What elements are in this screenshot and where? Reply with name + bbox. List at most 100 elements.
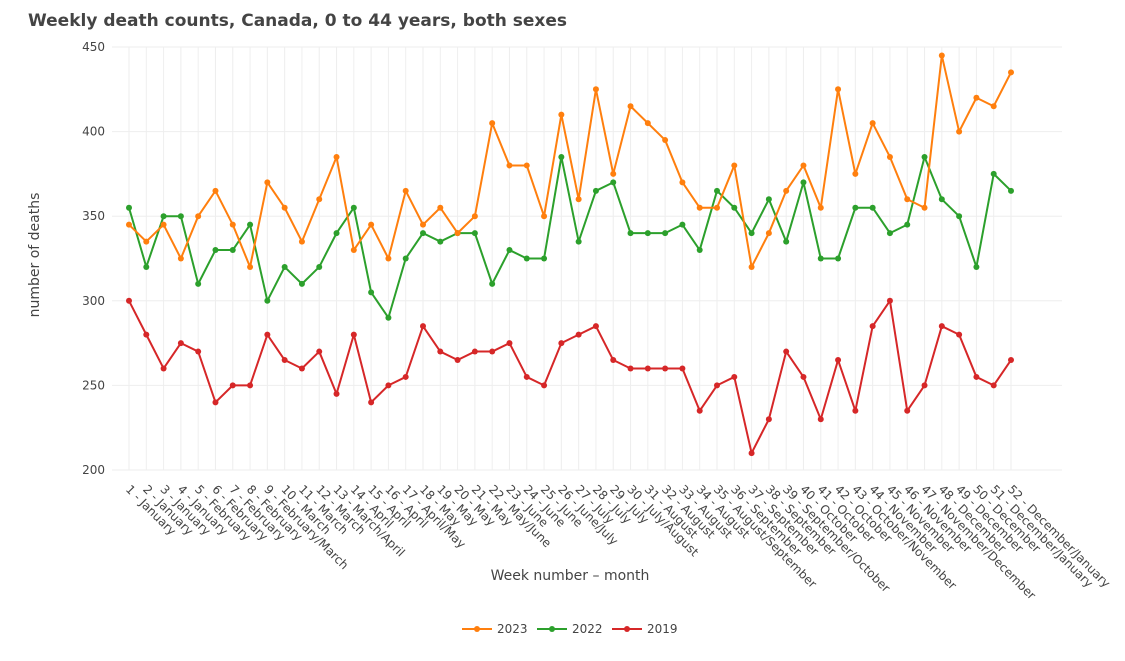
data-point [886, 297, 893, 304]
data-point [541, 255, 548, 262]
data-point [610, 170, 617, 177]
y-tick-label: 300 [82, 294, 105, 308]
data-point [489, 120, 496, 127]
legend-marker [474, 626, 480, 632]
data-point [264, 331, 271, 338]
data-point [264, 179, 271, 186]
data-point [160, 213, 167, 220]
data-point [368, 399, 375, 406]
data-point [886, 230, 893, 237]
data-point [333, 153, 340, 160]
data-point [714, 382, 720, 389]
data-point [835, 357, 842, 364]
data-point [973, 94, 980, 101]
data-point [869, 204, 876, 211]
data-point [506, 247, 513, 254]
legend-item-2022[interactable]: 2022 [537, 622, 603, 636]
data-point [575, 238, 582, 245]
data-point [437, 348, 444, 355]
series-2019 [126, 297, 1014, 457]
data-point [731, 162, 738, 169]
data-point [385, 314, 392, 321]
data-point [160, 221, 167, 228]
data-point [471, 230, 478, 237]
data-point [1008, 357, 1014, 364]
data-point [852, 170, 859, 177]
data-point [662, 137, 669, 144]
data-point [990, 382, 997, 389]
data-point [316, 348, 323, 355]
data-point [541, 382, 548, 389]
data-point [489, 348, 496, 355]
data-point [126, 221, 132, 228]
data-point [437, 204, 444, 211]
data-point [748, 263, 755, 270]
data-point [333, 390, 340, 397]
data-point [420, 323, 426, 330]
data-point [679, 365, 686, 372]
data-point [817, 204, 824, 211]
data-point [385, 255, 392, 262]
data-point [783, 187, 790, 194]
data-point [592, 323, 599, 330]
data-point [714, 204, 720, 211]
data-point [523, 255, 530, 262]
data-point [454, 357, 461, 364]
data-point [281, 357, 288, 364]
data-point [817, 255, 824, 262]
legend-label: 2023 [497, 622, 528, 636]
data-point [316, 196, 323, 203]
data-point [385, 382, 392, 389]
data-point [627, 365, 634, 372]
legend-item-2023[interactable]: 2023 [462, 622, 528, 636]
data-point [264, 297, 271, 304]
data-point [229, 247, 236, 254]
legend: 2023 2022 2019 [462, 622, 678, 636]
x-axis-title: Week number – month [491, 568, 650, 584]
data-point [852, 204, 859, 211]
data-point [627, 230, 634, 237]
y-tick-label: 250 [82, 378, 105, 392]
data-point [212, 247, 219, 254]
data-point [489, 280, 496, 287]
data-point [247, 382, 254, 389]
data-point [800, 162, 807, 169]
data-point [938, 52, 945, 59]
data-point [835, 86, 842, 93]
data-point [454, 230, 461, 237]
grid [112, 46, 1062, 471]
data-point [298, 280, 305, 287]
data-point [921, 382, 928, 389]
data-point [420, 230, 426, 237]
data-point [817, 416, 824, 423]
chart-title: Weekly death counts, Canada, 0 to 44 yea… [28, 11, 568, 31]
data-point [644, 120, 651, 127]
series-2022 [126, 153, 1014, 321]
data-point [990, 170, 997, 177]
y-tick-label: 350 [82, 209, 105, 223]
data-point [731, 373, 738, 380]
data-point [938, 196, 945, 203]
data-point [126, 297, 132, 304]
data-point [333, 230, 340, 237]
data-point [765, 196, 772, 203]
data-point [783, 238, 790, 245]
data-point [281, 263, 288, 270]
legend-marker [624, 626, 630, 632]
series-layer [126, 52, 1014, 457]
data-point [696, 247, 703, 254]
data-point [714, 187, 720, 194]
data-point [143, 331, 150, 338]
data-point [471, 213, 478, 220]
data-point [973, 263, 980, 270]
legend-label: 2022 [572, 622, 603, 636]
data-point [852, 407, 859, 414]
legend-item-2019[interactable]: 2019 [612, 622, 678, 636]
data-point [212, 187, 219, 194]
data-point [143, 238, 150, 245]
data-point [869, 120, 876, 127]
data-point [921, 204, 928, 211]
data-point [402, 373, 409, 380]
